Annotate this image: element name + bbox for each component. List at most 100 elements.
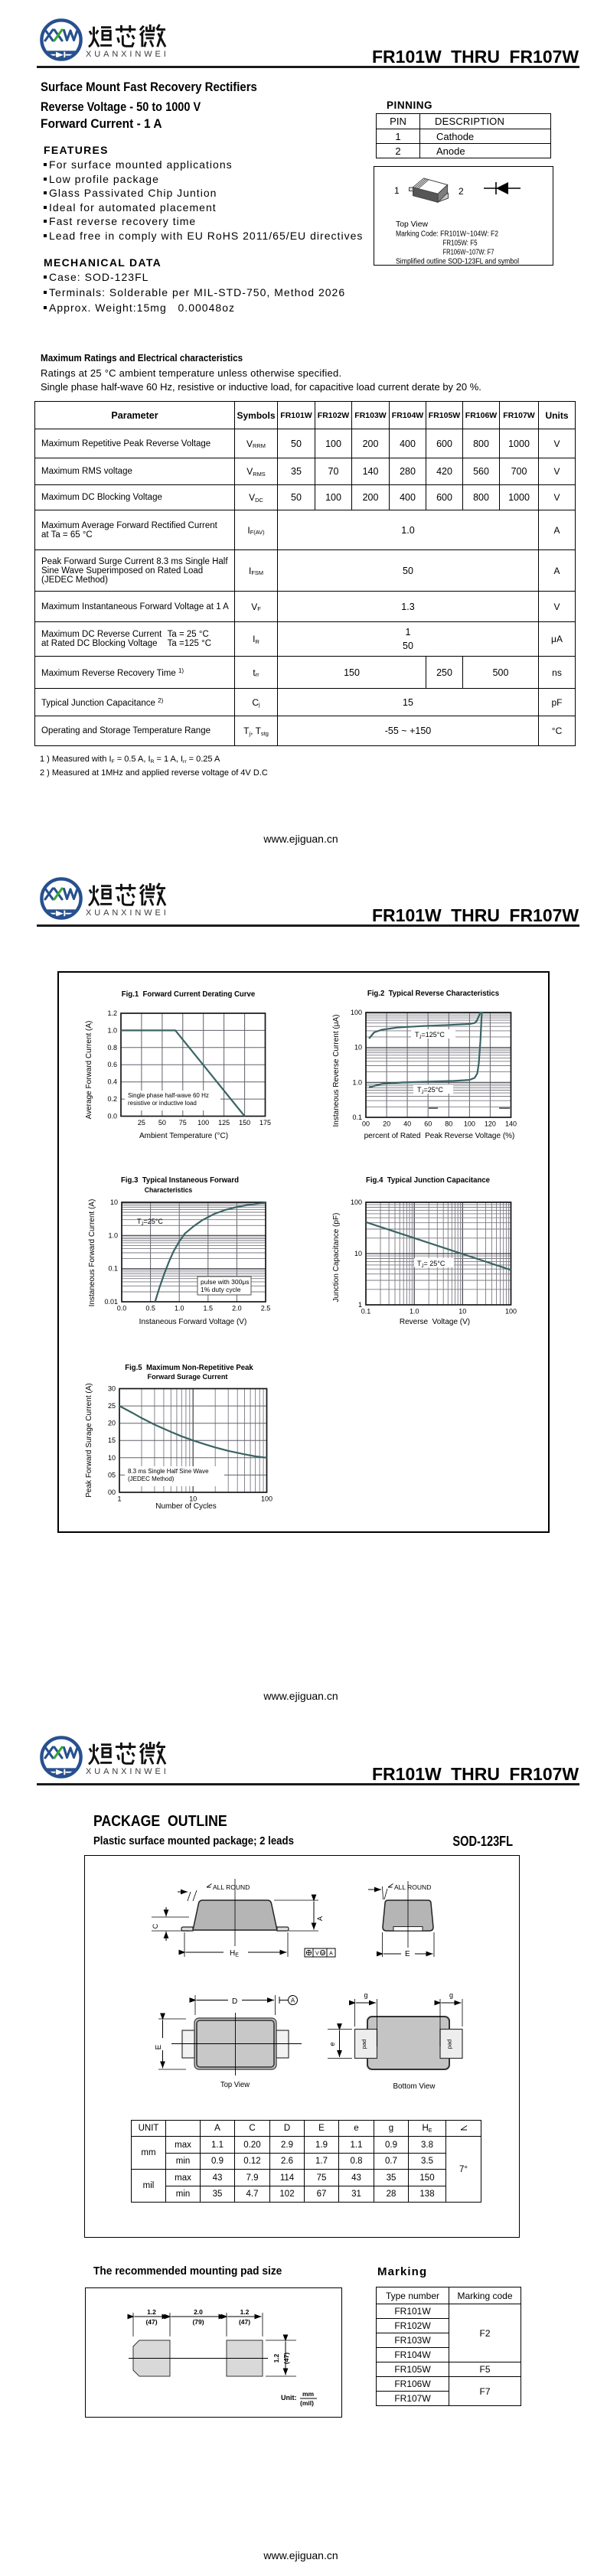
svg-text:2.0: 2.0 [232, 1304, 242, 1312]
svg-text:g: g [449, 1991, 453, 1999]
svg-text:Instaneous Forward Current (A): Instaneous Forward Current (A) [88, 1199, 96, 1307]
svg-text:resistive or inductive load: resistive or inductive load [128, 1100, 197, 1107]
svg-text:HE: HE [230, 1949, 239, 1958]
svg-text:TJ=25°C: TJ=25°C [137, 1218, 163, 1227]
svg-text:E: E [405, 1950, 410, 1958]
svg-text:0.0: 0.0 [107, 1113, 117, 1120]
svg-text:125: 125 [218, 1119, 230, 1127]
svg-text:120: 120 [485, 1120, 496, 1127]
svg-text:(79): (79) [192, 2318, 204, 2326]
svg-text:0.1: 0.1 [108, 1265, 118, 1273]
svg-text:0.5: 0.5 [145, 1304, 155, 1312]
svg-text:10: 10 [108, 1454, 116, 1462]
svg-text:140: 140 [505, 1120, 517, 1127]
svg-text:1.0: 1.0 [107, 1026, 117, 1034]
svg-text:1: 1 [394, 185, 400, 196]
svg-text:100: 100 [351, 1009, 362, 1016]
svg-text:Instaneous Reverse Current (μA: Instaneous Reverse Current (μA) [332, 1015, 341, 1127]
svg-text:05: 05 [108, 1471, 116, 1479]
svg-text:175: 175 [259, 1119, 271, 1127]
svg-text:Bottom View: Bottom View [393, 2082, 436, 2091]
svg-text:150: 150 [239, 1119, 250, 1127]
svg-text:10: 10 [354, 1250, 362, 1257]
svg-text:0.2: 0.2 [107, 1095, 117, 1103]
svg-text:20: 20 [383, 1120, 390, 1127]
svg-text:0.0: 0.0 [117, 1304, 127, 1312]
svg-text:g: g [364, 1991, 367, 1999]
svg-text:100: 100 [351, 1198, 362, 1206]
svg-text:A: A [316, 1916, 324, 1921]
svg-text:1% duty cycle: 1% duty cycle [201, 1286, 241, 1293]
svg-text:2: 2 [459, 186, 464, 197]
svg-text:V: V [315, 1952, 319, 1957]
svg-text:(mil): (mil) [300, 2399, 314, 2407]
svg-text:e: e [328, 2042, 336, 2046]
svg-text:1.0: 1.0 [410, 1307, 419, 1315]
svg-text:TJ=25°C: TJ=25°C [417, 1086, 443, 1095]
svg-text:0.8: 0.8 [107, 1044, 117, 1052]
svg-text:0.01: 0.01 [104, 1298, 118, 1306]
svg-text:10: 10 [110, 1198, 118, 1206]
svg-text:TJ=125°C: TJ=125°C [415, 1031, 445, 1040]
svg-text:10: 10 [354, 1044, 362, 1052]
svg-text:Junction Capacitance (pF): Junction Capacitance (pF) [332, 1213, 341, 1303]
svg-text:TJ= 25°C: TJ= 25°C [417, 1260, 445, 1269]
svg-text:100: 100 [464, 1120, 475, 1127]
svg-text:25: 25 [138, 1119, 145, 1127]
svg-text:75: 75 [179, 1119, 187, 1127]
svg-text:100: 100 [505, 1307, 517, 1315]
svg-text:D: D [232, 1997, 237, 2006]
svg-text:mm: mm [302, 2390, 315, 2398]
svg-text:A: A [329, 1952, 333, 1957]
svg-text:1.2: 1.2 [272, 2353, 280, 2362]
svg-text:Single phase half-wave 60 Hz: Single phase half-wave 60 Hz [128, 1092, 209, 1099]
svg-text:1.2: 1.2 [147, 2308, 156, 2316]
svg-text:M: M [321, 1952, 325, 1956]
svg-text:60: 60 [424, 1120, 432, 1127]
svg-text:A: A [291, 1997, 295, 2004]
svg-text:Marking Code: FR101W~104W: F2: Marking Code: FR101W~104W: F2 [396, 230, 498, 239]
svg-text:Unit:: Unit: [281, 2394, 297, 2402]
svg-text:100: 100 [197, 1119, 209, 1127]
svg-text:50: 50 [158, 1119, 166, 1127]
svg-text:00: 00 [362, 1120, 370, 1127]
svg-text:Peak Forward Surage Current (A: Peak Forward Surage Current (A) [85, 1383, 93, 1498]
svg-text:1.2: 1.2 [240, 2308, 250, 2316]
svg-text:10: 10 [459, 1307, 466, 1315]
svg-text:1.0: 1.0 [352, 1078, 362, 1086]
svg-text:pad: pad [361, 2040, 367, 2049]
svg-text:Simplified outline SOD-123FL a: Simplified outline SOD-123FL and symbol [396, 258, 519, 266]
svg-text:80: 80 [445, 1120, 452, 1127]
svg-text:1.0: 1.0 [175, 1304, 184, 1312]
svg-text:25: 25 [108, 1402, 116, 1410]
svg-text:(47): (47) [239, 2318, 250, 2326]
svg-text:ALL ROUND: ALL ROUND [213, 1883, 250, 1891]
svg-text:40: 40 [403, 1120, 411, 1127]
svg-text:1: 1 [117, 1495, 121, 1502]
svg-text:100: 100 [261, 1495, 272, 1502]
svg-text:0.4: 0.4 [107, 1078, 117, 1086]
svg-text:0.1: 0.1 [361, 1307, 371, 1315]
svg-text:(JEDEC Method): (JEDEC Method) [128, 1475, 175, 1482]
svg-text:0.6: 0.6 [107, 1061, 117, 1068]
svg-text:0.1: 0.1 [352, 1114, 362, 1121]
svg-text:2.0: 2.0 [194, 2308, 203, 2316]
svg-text:00: 00 [108, 1489, 116, 1496]
svg-text:pad: pad [446, 2040, 453, 2049]
svg-text:FR106W~107W: F7: FR106W~107W: F7 [443, 249, 494, 257]
svg-text:pulse with 300μs: pulse with 300μs [201, 1278, 250, 1286]
svg-text:10: 10 [189, 1495, 197, 1502]
svg-text:Average Forward Current (A): Average Forward Current (A) [85, 1021, 93, 1120]
svg-text:2.5: 2.5 [261, 1304, 271, 1312]
svg-text:15: 15 [108, 1436, 116, 1444]
svg-text:(47): (47) [282, 2353, 290, 2364]
svg-text:8.3 ms Single Half Sine Wave: 8.3 ms Single Half Sine Wave [128, 1468, 209, 1475]
svg-text:C: C [152, 1923, 159, 1929]
svg-text:1.0: 1.0 [108, 1231, 118, 1239]
svg-text:(47): (47) [145, 2318, 157, 2326]
svg-text:1.2: 1.2 [107, 1009, 117, 1017]
svg-text:FR105W: F5: FR105W: F5 [443, 240, 478, 248]
svg-text:ALL ROUND: ALL ROUND [394, 1883, 431, 1891]
svg-text:30: 30 [108, 1385, 116, 1393]
svg-text:1: 1 [358, 1301, 362, 1309]
